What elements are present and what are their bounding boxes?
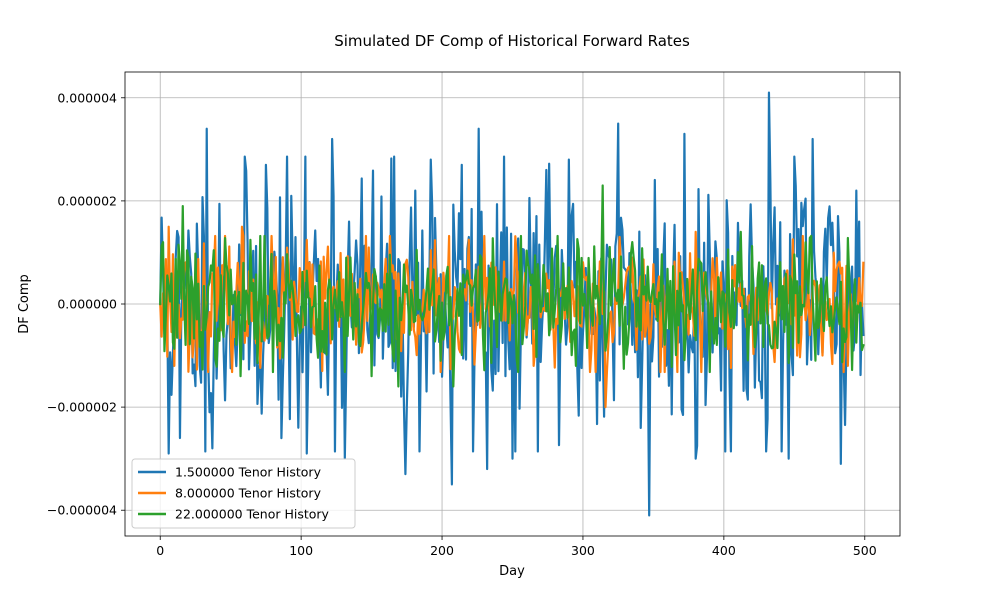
legend-items: 1.500000 Tenor History 8.000000 Tenor His…	[138, 465, 330, 522]
y-tick-label: 0.000002	[57, 193, 117, 208]
x-tick-label: 0	[156, 543, 164, 558]
x-tick-label: 100	[289, 543, 313, 558]
y-tick-label: −0.000004	[47, 503, 117, 518]
x-axis-ticks: 0 100 200 300 400 500	[156, 536, 877, 558]
x-tick-label: 400	[712, 543, 736, 558]
legend-label: 1.500000 Tenor History	[175, 465, 322, 480]
y-axis-label: DF Comp	[17, 274, 32, 334]
y-axis-ticks: −0.000004 −0.000002 0.000000 0.000002 0.0000…	[47, 90, 125, 518]
y-tick-label: 0.000000	[57, 297, 117, 312]
legend-box	[131, 458, 356, 529]
series-layer	[159, 91, 865, 517]
series-line	[159, 184, 865, 388]
x-tick-label: 300	[571, 543, 595, 558]
x-tick-label: 500	[853, 543, 877, 558]
x-axis-label: Day	[499, 564, 525, 579]
y-tick-label: −0.000002	[47, 400, 117, 415]
legend-label: 22.000000 Tenor History	[175, 507, 330, 522]
legend-label: 8.000000 Tenor History	[175, 486, 322, 501]
legend: 1.500000 Tenor History 8.000000 Tenor His…	[131, 458, 356, 529]
y-tick-label: 0.000004	[57, 90, 117, 105]
x-tick-label: 200	[430, 543, 454, 558]
chart-title: Simulated DF Comp of Historical Forward …	[334, 32, 690, 50]
